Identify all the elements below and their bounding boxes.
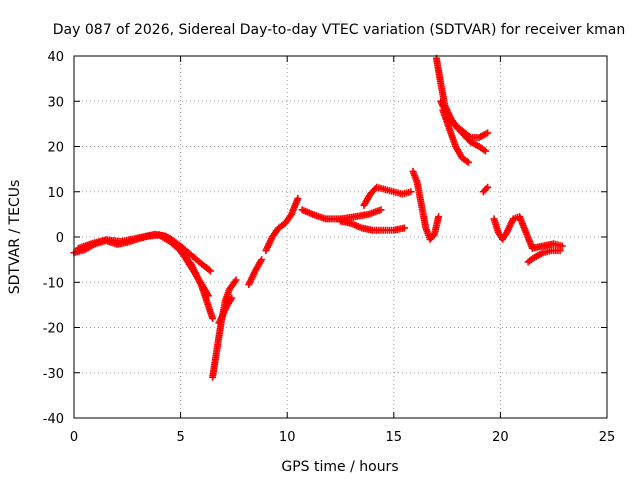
x-tick-label: 25 bbox=[599, 430, 616, 445]
data-point bbox=[481, 147, 489, 155]
series-track-o bbox=[479, 183, 492, 196]
data-point bbox=[407, 188, 415, 196]
chart-title: Day 087 of 2026, Sidereal Day-to-day VTE… bbox=[53, 22, 625, 38]
series-track-i bbox=[337, 217, 408, 234]
y-tick-label: 20 bbox=[47, 141, 64, 156]
data-marker bbox=[205, 266, 213, 274]
data-point bbox=[558, 242, 566, 250]
data-point bbox=[484, 129, 492, 137]
y-tick-label: -40 bbox=[43, 412, 64, 427]
data-point bbox=[400, 224, 408, 232]
y-tick-label: 40 bbox=[47, 50, 64, 65]
data-point bbox=[484, 183, 492, 191]
x-tick-label: 0 bbox=[70, 430, 78, 445]
x-tick-label: 10 bbox=[279, 430, 296, 445]
data-point bbox=[294, 195, 302, 203]
data-point bbox=[204, 292, 212, 300]
y-tick-label: 10 bbox=[47, 186, 64, 201]
x-axis-label: GPS time / hours bbox=[281, 459, 398, 475]
data-point bbox=[258, 256, 266, 264]
data-marker bbox=[465, 132, 473, 140]
series-track-f bbox=[245, 256, 266, 289]
series-track-c bbox=[155, 231, 214, 275]
series-track-g bbox=[262, 195, 302, 255]
data-point bbox=[435, 213, 443, 221]
x-tick-label: 20 bbox=[492, 430, 509, 445]
data-point bbox=[206, 267, 214, 275]
y-tick-label: -20 bbox=[43, 322, 64, 337]
x-tick-label: 15 bbox=[386, 430, 403, 445]
series-track-m bbox=[437, 97, 492, 141]
y-tick-label: -30 bbox=[43, 367, 64, 382]
series-track-j bbox=[360, 183, 415, 209]
data-point bbox=[209, 314, 217, 322]
y-tick-label: 30 bbox=[47, 95, 64, 110]
series-track-e bbox=[215, 294, 236, 327]
data-marker bbox=[482, 185, 490, 193]
series-track-k bbox=[409, 167, 443, 243]
y-axis-label: SDTVAR / TECUs bbox=[7, 180, 23, 295]
data-point bbox=[556, 247, 564, 255]
data-point bbox=[377, 206, 385, 214]
y-tick-label: -10 bbox=[43, 276, 64, 291]
data-point bbox=[464, 158, 472, 166]
ticks: 0 5 10 15 20 25 -40 -30 -20 -10 0 10 20 30 40 bbox=[43, 50, 616, 445]
series-track-p bbox=[490, 213, 566, 252]
data-point bbox=[228, 294, 236, 302]
x-tick-label: 5 bbox=[176, 430, 184, 445]
data-point bbox=[232, 276, 240, 284]
data-points bbox=[70, 54, 566, 381]
series-track-n bbox=[439, 106, 472, 166]
series-track-q bbox=[524, 247, 564, 266]
data-marker bbox=[231, 277, 239, 285]
y-tick-label: 0 bbox=[56, 231, 64, 246]
